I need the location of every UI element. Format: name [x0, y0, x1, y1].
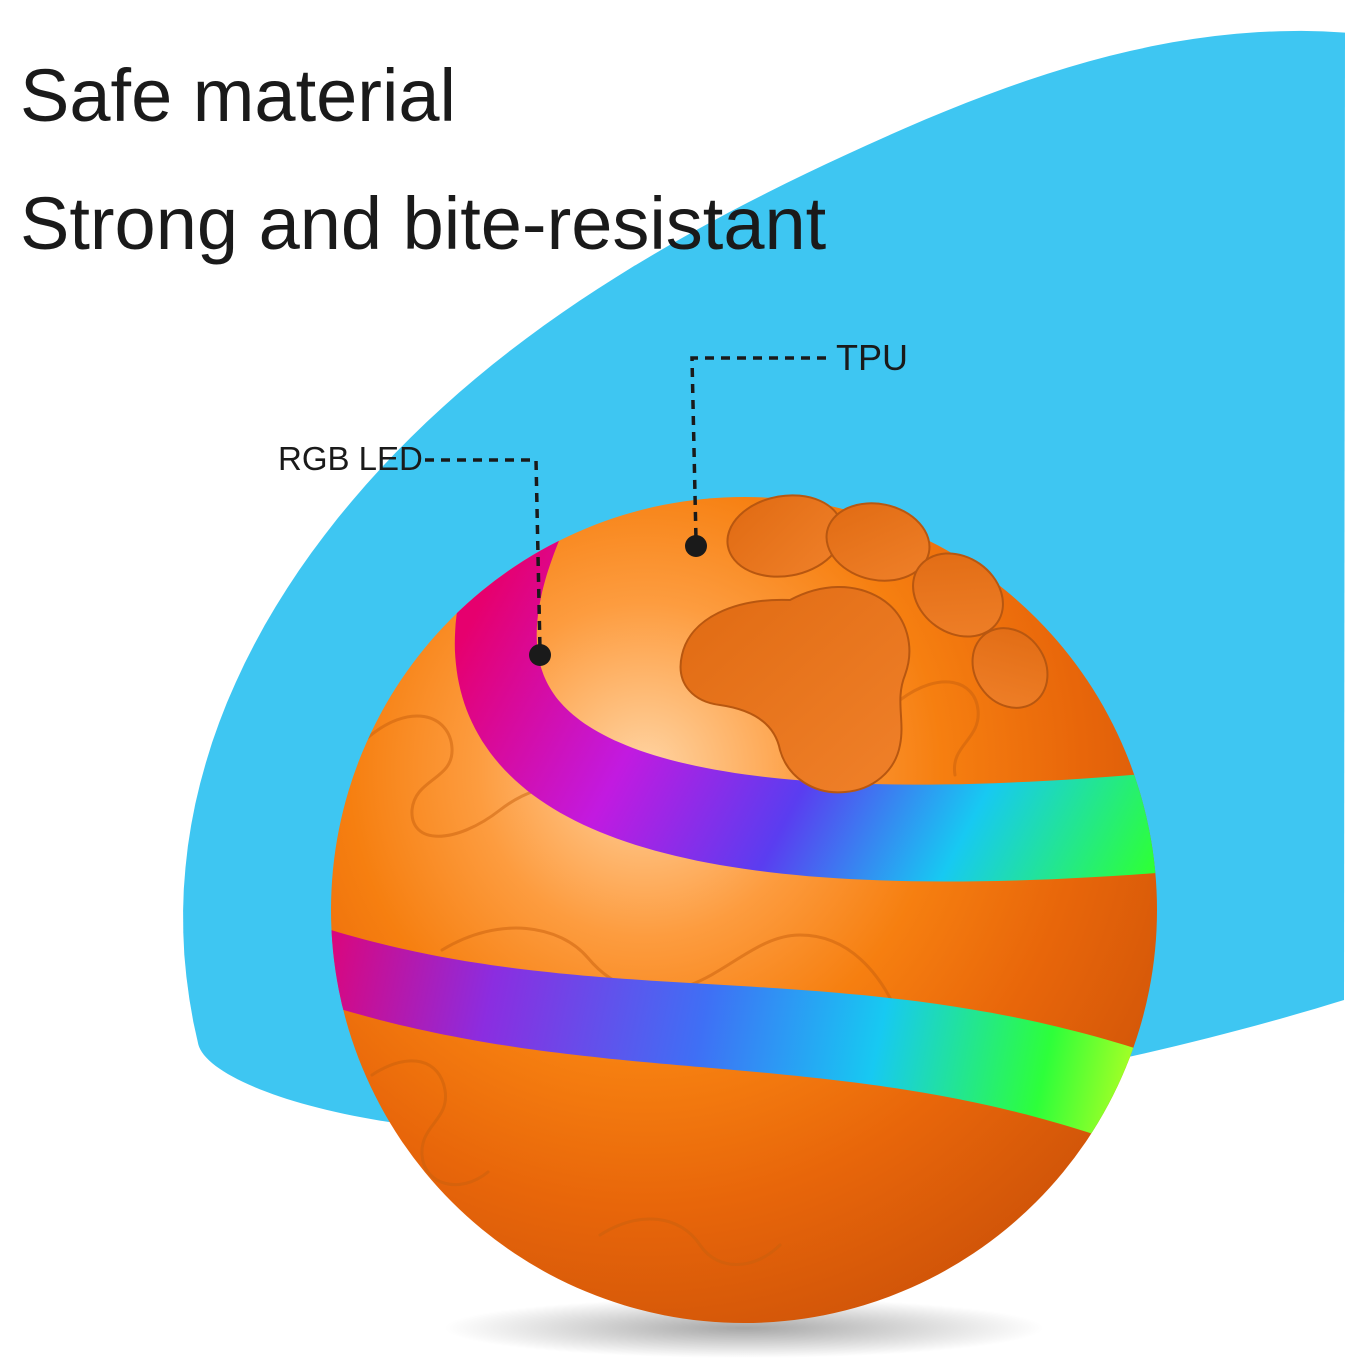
svg-text:TPU: TPU [836, 337, 908, 378]
svg-text:RGB LED: RGB LED [278, 440, 423, 477]
